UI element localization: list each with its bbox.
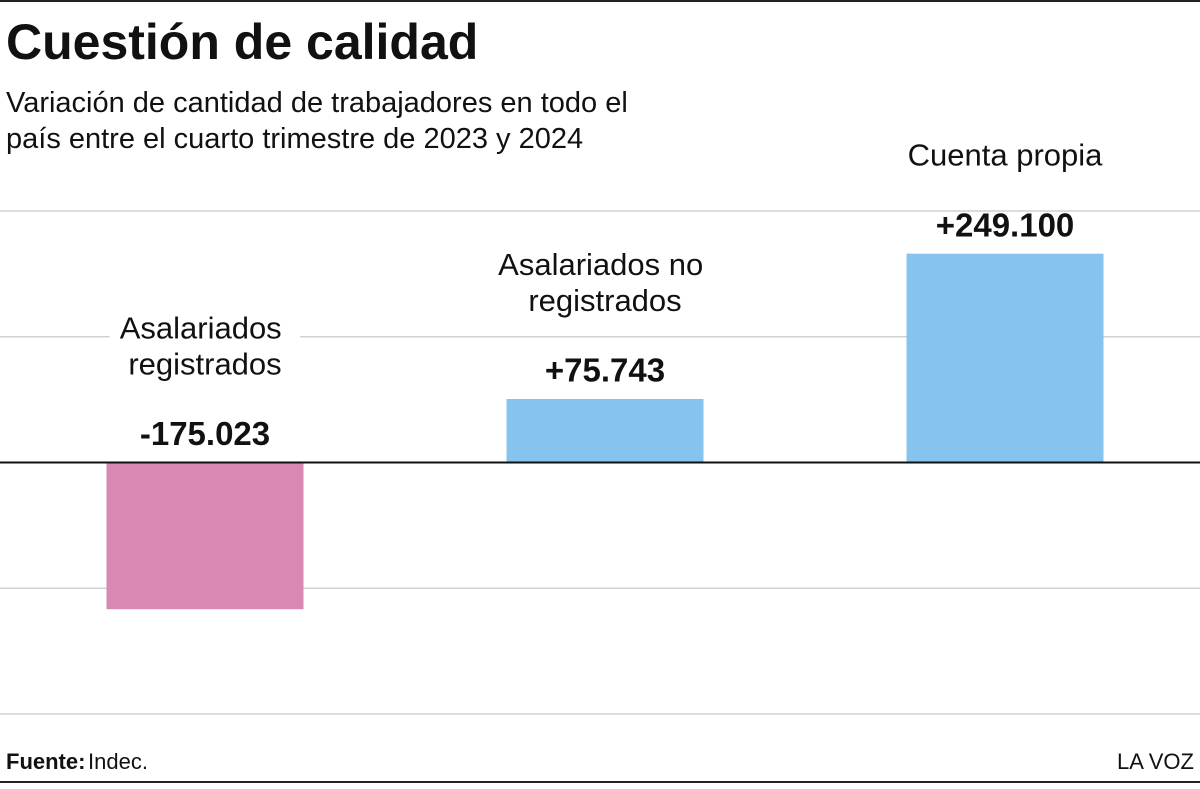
source: Indec. xyxy=(88,749,148,774)
chart-subtitle: Variación de cantidad de trabajadores en… xyxy=(6,87,636,155)
label-background xyxy=(897,133,1114,177)
source-label: Fuente: xyxy=(6,749,85,774)
label-background xyxy=(488,243,722,323)
category-label: Cuenta propia xyxy=(908,138,1104,173)
brand: LA VOZ xyxy=(1117,749,1194,774)
value-label: +249.100 xyxy=(936,206,1075,243)
value-label: +75.743 xyxy=(545,352,665,389)
bar xyxy=(906,253,1104,463)
category-label: Asalariados registrados xyxy=(120,311,291,382)
category-label: Asalariados no registrados xyxy=(498,247,712,318)
value-label: -175.023 xyxy=(140,415,270,452)
bar xyxy=(106,462,304,610)
bar xyxy=(506,399,704,463)
label-background xyxy=(109,306,301,386)
chart-title: Cuestión de calidad xyxy=(6,14,478,70)
